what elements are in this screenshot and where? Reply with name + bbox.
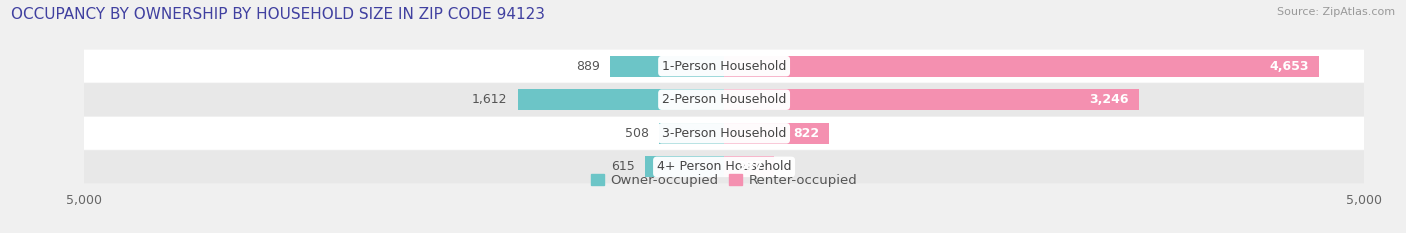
Text: Source: ZipAtlas.com: Source: ZipAtlas.com xyxy=(1277,7,1395,17)
Text: 1,612: 1,612 xyxy=(472,93,508,106)
Bar xyxy=(517,89,724,110)
Bar xyxy=(724,157,773,177)
Text: 3,246: 3,246 xyxy=(1090,93,1129,106)
Bar xyxy=(659,123,724,144)
FancyBboxPatch shape xyxy=(59,117,1389,150)
Legend: Owner-occupied, Renter-occupied: Owner-occupied, Renter-occupied xyxy=(585,168,863,192)
Text: 387: 387 xyxy=(737,160,763,173)
Bar xyxy=(724,56,1319,76)
Text: 822: 822 xyxy=(793,127,820,140)
Text: 4,653: 4,653 xyxy=(1270,60,1309,73)
Text: 2-Person Household: 2-Person Household xyxy=(662,93,786,106)
Bar xyxy=(724,89,1139,110)
Bar xyxy=(724,123,830,144)
FancyBboxPatch shape xyxy=(59,83,1389,116)
Text: 4+ Person Household: 4+ Person Household xyxy=(657,160,792,173)
Text: 3-Person Household: 3-Person Household xyxy=(662,127,786,140)
Text: 1-Person Household: 1-Person Household xyxy=(662,60,786,73)
Bar xyxy=(610,56,724,76)
Bar xyxy=(645,157,724,177)
FancyBboxPatch shape xyxy=(59,50,1389,82)
Text: 508: 508 xyxy=(624,127,648,140)
FancyBboxPatch shape xyxy=(59,151,1389,183)
Text: 615: 615 xyxy=(612,160,636,173)
Text: 889: 889 xyxy=(576,60,600,73)
Text: OCCUPANCY BY OWNERSHIP BY HOUSEHOLD SIZE IN ZIP CODE 94123: OCCUPANCY BY OWNERSHIP BY HOUSEHOLD SIZE… xyxy=(11,7,546,22)
